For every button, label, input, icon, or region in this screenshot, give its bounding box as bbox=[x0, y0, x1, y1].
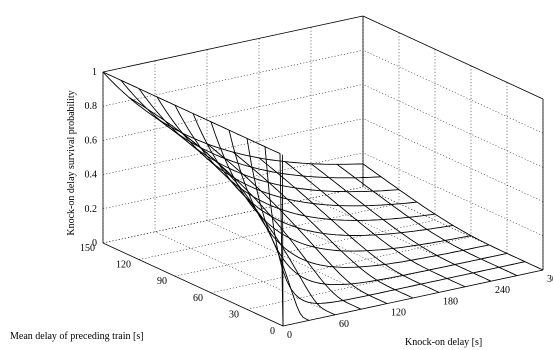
grid-layer bbox=[102, 15, 544, 327]
grid-line bbox=[102, 84, 364, 141]
y-tick-label: 150 bbox=[80, 243, 95, 254]
tick-labels: 00.20.40.60.8103060901201500601201802403… bbox=[80, 67, 553, 341]
z-tick-label: 0.6 bbox=[85, 135, 98, 146]
z-tick-label: 0.4 bbox=[85, 170, 98, 181]
x-tick-label: 180 bbox=[443, 296, 458, 307]
surface-layer bbox=[102, 71, 544, 327]
y-tick-label: 90 bbox=[157, 276, 167, 287]
x-tick-label: 60 bbox=[339, 319, 349, 330]
y-tick-label: 120 bbox=[116, 260, 131, 271]
x-tick-label: 0 bbox=[287, 330, 292, 341]
x-axis-label: Knock-on delay [s] bbox=[405, 337, 482, 348]
z-tick-label: 1 bbox=[92, 67, 97, 78]
grid-line bbox=[206, 220, 388, 304]
x-axis-line bbox=[282, 269, 544, 327]
y-axis-label: Mean delay of preceding train [s] bbox=[10, 331, 144, 342]
surface-curve-mean-delay bbox=[156, 96, 418, 207]
y-tick-label: 60 bbox=[193, 293, 203, 304]
x-tick-label: 240 bbox=[495, 285, 510, 296]
x-tick-label: 300 bbox=[547, 274, 553, 285]
surface-edge bbox=[281, 154, 284, 327]
frame-edge bbox=[102, 15, 364, 73]
grid-line bbox=[102, 49, 364, 107]
y-tick-label: 0 bbox=[270, 326, 275, 337]
surface-curve-knock-on bbox=[310, 163, 492, 282]
surface-curve-mean-delay bbox=[228, 129, 490, 268]
x-tick-label: 120 bbox=[391, 308, 406, 319]
grid-line bbox=[102, 118, 364, 175]
grid-line bbox=[138, 203, 400, 260]
z-axis-label: Knock-on delay survival probability bbox=[66, 90, 77, 235]
z-tick-label: 0.2 bbox=[85, 204, 98, 215]
surface-curve-mean-delay bbox=[102, 71, 364, 165]
surface-curve-knock-on bbox=[336, 163, 518, 277]
axes-frame bbox=[102, 15, 544, 327]
grid-line bbox=[362, 152, 544, 237]
grid-line bbox=[362, 118, 544, 202]
z-tick-label: 0.8 bbox=[85, 101, 98, 112]
surface-curve-knock-on bbox=[362, 163, 544, 271]
surface-curve-knock-on bbox=[154, 116, 336, 316]
grid-line bbox=[102, 152, 364, 210]
surface-curve-knock-on bbox=[206, 143, 388, 305]
surface-curve-knock-on bbox=[284, 161, 466, 288]
z-tick-label: 0 bbox=[92, 238, 97, 249]
grid-line bbox=[174, 219, 436, 277]
frame-edge bbox=[362, 15, 544, 100]
grid-line bbox=[210, 236, 472, 294]
grid-line bbox=[362, 49, 544, 134]
surface-curve-knock-on bbox=[258, 157, 440, 293]
surface-curve-knock-on bbox=[180, 132, 362, 310]
grid-line bbox=[362, 84, 544, 168]
surface-curve-mean-delay bbox=[174, 104, 436, 221]
surface-curve-knock-on bbox=[232, 151, 414, 299]
y-axis-line bbox=[102, 242, 284, 327]
surface-curve-mean-delay bbox=[138, 88, 400, 193]
grid-line bbox=[102, 186, 364, 244]
y-tick-label: 30 bbox=[229, 309, 239, 320]
surface-curve-mean-delay bbox=[264, 146, 526, 304]
surface-curve-knock-on bbox=[102, 71, 284, 327]
